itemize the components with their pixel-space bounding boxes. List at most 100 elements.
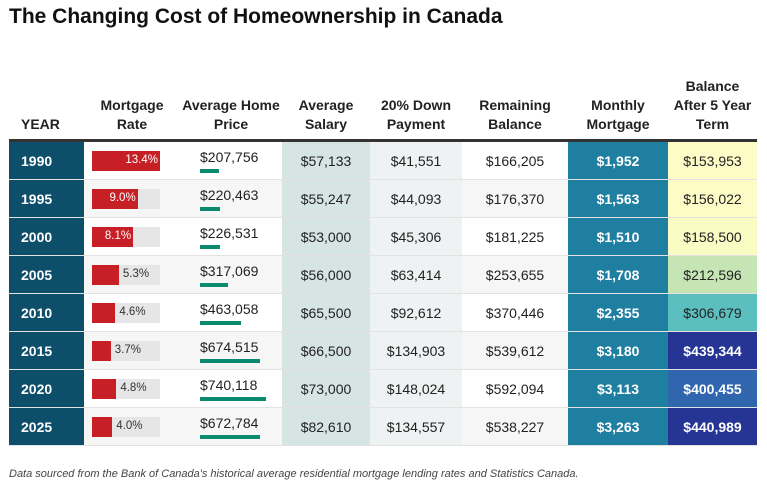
- table-row: 2010 4.6% $463,058 $65,500 $92,612 $370,…: [9, 294, 757, 332]
- price-bar: [200, 168, 219, 173]
- rate-cell: 5.3%: [84, 256, 180, 293]
- price-label: $220,463: [200, 186, 259, 203]
- remaining-balance-cell: $592,094: [485, 380, 545, 397]
- price-cell: $220,463: [180, 180, 282, 217]
- header-row: YEAR Mortgage Rate Average Home Price Av…: [9, 55, 757, 142]
- table-row: 1995 9.0% $220,463 $55,247 $44,093 $176,…: [9, 180, 757, 218]
- remaining-balance-cell: $253,655: [485, 266, 545, 283]
- rate-cell: 8.1%: [84, 218, 180, 255]
- balance-cell: $212,596: [668, 256, 757, 293]
- rate-bar: [92, 340, 111, 361]
- monthly-mortgage-cell: $3,180: [568, 332, 668, 369]
- price-cell: $317,069: [180, 256, 282, 293]
- rate-cell: 13.4%: [84, 142, 180, 179]
- rate-bar-track: 4.8%: [92, 378, 160, 399]
- rate-cell: 4.8%: [84, 370, 180, 407]
- table-row: 2000 8.1% $226,531 $53,000 $45,306 $181,…: [9, 218, 757, 256]
- down-payment-cell: $134,903: [370, 332, 462, 369]
- monthly-mortgage-cell: $1,708: [568, 256, 668, 293]
- balance-cell: $400,455: [668, 370, 757, 407]
- remaining-balance-cell: $181,225: [485, 228, 545, 245]
- table-row: 2015 3.7% $674,515 $66,500 $134,903 $539…: [9, 332, 757, 370]
- price-cell: $463,058: [180, 294, 282, 331]
- rate-cell: 9.0%: [84, 180, 180, 217]
- rate-bar: [92, 226, 134, 247]
- rate-label: 3.7%: [114, 343, 141, 356]
- balance-cell: $153,953: [668, 142, 757, 179]
- rate-label: 5.3%: [122, 267, 150, 280]
- price-label: $674,515: [200, 338, 259, 355]
- balance-cell: $156,022: [668, 180, 757, 217]
- rate-bar: [92, 302, 116, 323]
- remaining-balance-cell: $539,612: [485, 342, 545, 359]
- header-down: 20% Down Payment: [380, 97, 451, 132]
- salary-cell: $73,000: [282, 370, 370, 407]
- down-payment-cell: $134,557: [370, 408, 462, 445]
- rate-bar-track: 4.0%: [92, 416, 160, 437]
- down-payment-cell: $92,612: [370, 294, 462, 331]
- rate-cell: 3.7%: [84, 332, 180, 369]
- year-cell: 2000: [9, 218, 84, 255]
- rate-bar: [92, 416, 113, 437]
- source-note: Data sourced from the Bank of Canada's h…: [9, 468, 579, 480]
- rate-label: 8.1%: [104, 229, 132, 242]
- salary-cell: $55,247: [282, 180, 370, 217]
- salary-cell: $56,000: [282, 256, 370, 293]
- rate-bar: [92, 150, 160, 171]
- chart-title: The Changing Cost of Homeownership in Ca…: [9, 5, 503, 28]
- balance-cell: $158,500: [668, 218, 757, 255]
- price-bar: [200, 282, 229, 287]
- monthly-mortgage-cell: $1,563: [568, 180, 668, 217]
- header-rate: Mortgage Rate: [100, 97, 164, 132]
- price-bar: [200, 320, 242, 325]
- rate-bar-track: 4.6%: [92, 302, 160, 323]
- header-year: YEAR: [21, 116, 60, 132]
- price-cell: $740,118: [180, 370, 282, 407]
- rate-label: 9.0%: [109, 191, 136, 204]
- year-cell: 2025: [9, 408, 84, 445]
- monthly-mortgage-cell: $3,113: [568, 370, 668, 407]
- table-row: 2025 4.0% $672,784 $82,610 $134,557 $538…: [9, 408, 757, 446]
- rate-bar: [92, 188, 138, 209]
- rate-bar-track: 13.4%: [92, 150, 160, 171]
- monthly-mortgage-cell: $1,510: [568, 218, 668, 255]
- balance-cell: $306,679: [668, 294, 757, 331]
- header-price: Average Home Price: [182, 97, 280, 132]
- rate-bar: [92, 264, 119, 285]
- remaining-balance-cell: $370,446: [485, 304, 545, 321]
- price-cell: $672,784: [180, 408, 282, 445]
- balance-cell: $439,344: [668, 332, 757, 369]
- monthly-mortgage-cell: $2,355: [568, 294, 668, 331]
- rate-label: 4.8%: [120, 381, 147, 394]
- monthly-mortgage-cell: $1,952: [568, 142, 668, 179]
- down-payment-cell: $45,306: [370, 218, 462, 255]
- year-cell: 2015: [9, 332, 84, 369]
- header-remaining: Remaining Balance: [479, 97, 551, 132]
- price-bar: [200, 358, 261, 363]
- year-cell: 2005: [9, 256, 84, 293]
- year-cell: 2020: [9, 370, 84, 407]
- table-row: 2005 5.3% $317,069 $56,000 $63,414 $253,…: [9, 256, 757, 294]
- rate-label: 13.4%: [125, 153, 158, 166]
- rate-cell: 4.6%: [84, 294, 180, 331]
- price-bar: [200, 206, 220, 211]
- rate-bar: [92, 378, 117, 399]
- down-payment-cell: $44,093: [370, 180, 462, 217]
- price-label: $317,069: [200, 262, 259, 279]
- table-row: 1990 13.4% $207,756 $57,133 $41,551 $166…: [9, 142, 757, 180]
- data-table: YEAR Mortgage Rate Average Home Price Av…: [9, 55, 757, 446]
- salary-cell: $53,000: [282, 218, 370, 255]
- rate-bar-track: 8.1%: [92, 226, 160, 247]
- remaining-balance-cell: $166,205: [485, 152, 545, 169]
- year-cell: 2010: [9, 294, 84, 331]
- price-cell: $207,756: [180, 142, 282, 179]
- remaining-balance-cell: $538,227: [485, 418, 545, 435]
- salary-cell: $65,500: [282, 294, 370, 331]
- down-payment-cell: $63,414: [370, 256, 462, 293]
- down-payment-cell: $148,024: [370, 370, 462, 407]
- salary-cell: $66,500: [282, 332, 370, 369]
- price-cell: $674,515: [180, 332, 282, 369]
- year-cell: 1995: [9, 180, 84, 217]
- price-label: $207,756: [200, 148, 259, 165]
- price-cell: $226,531: [180, 218, 282, 255]
